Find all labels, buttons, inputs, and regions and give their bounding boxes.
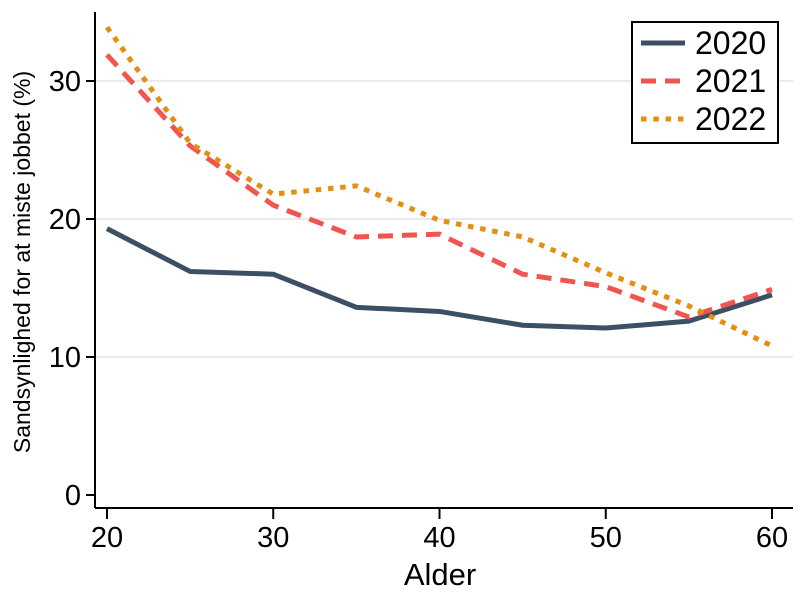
x-tick-label-20: 20 — [91, 522, 123, 554]
data-series — [104, 25, 774, 349]
y-tick-label-0: 0 — [65, 480, 81, 512]
axes: 0 10 20 30 20 30 40 50 60 — [49, 12, 793, 554]
x-tick-label-40: 40 — [423, 522, 455, 554]
y-tick-label-10: 10 — [49, 342, 81, 374]
legend-label-2021: 2021 — [695, 63, 766, 99]
y-tick-label-20: 20 — [49, 204, 81, 236]
x-tick-label-60: 60 — [756, 522, 788, 554]
y-tick-label-30: 30 — [49, 66, 81, 98]
series-line-2021 — [105, 53, 773, 320]
series-line-2020 — [105, 226, 773, 331]
x-tick-label-50: 50 — [590, 522, 622, 554]
series-line-2022 — [104, 25, 774, 349]
x-axis-title: Alder — [404, 557, 476, 592]
legend-label-2020: 2020 — [695, 25, 766, 61]
y-axis-title: Sandsynlighed for at miste jobbet (%) — [9, 71, 35, 453]
legend-label-2022: 2022 — [695, 101, 766, 137]
x-tick-label-30: 30 — [257, 522, 289, 554]
